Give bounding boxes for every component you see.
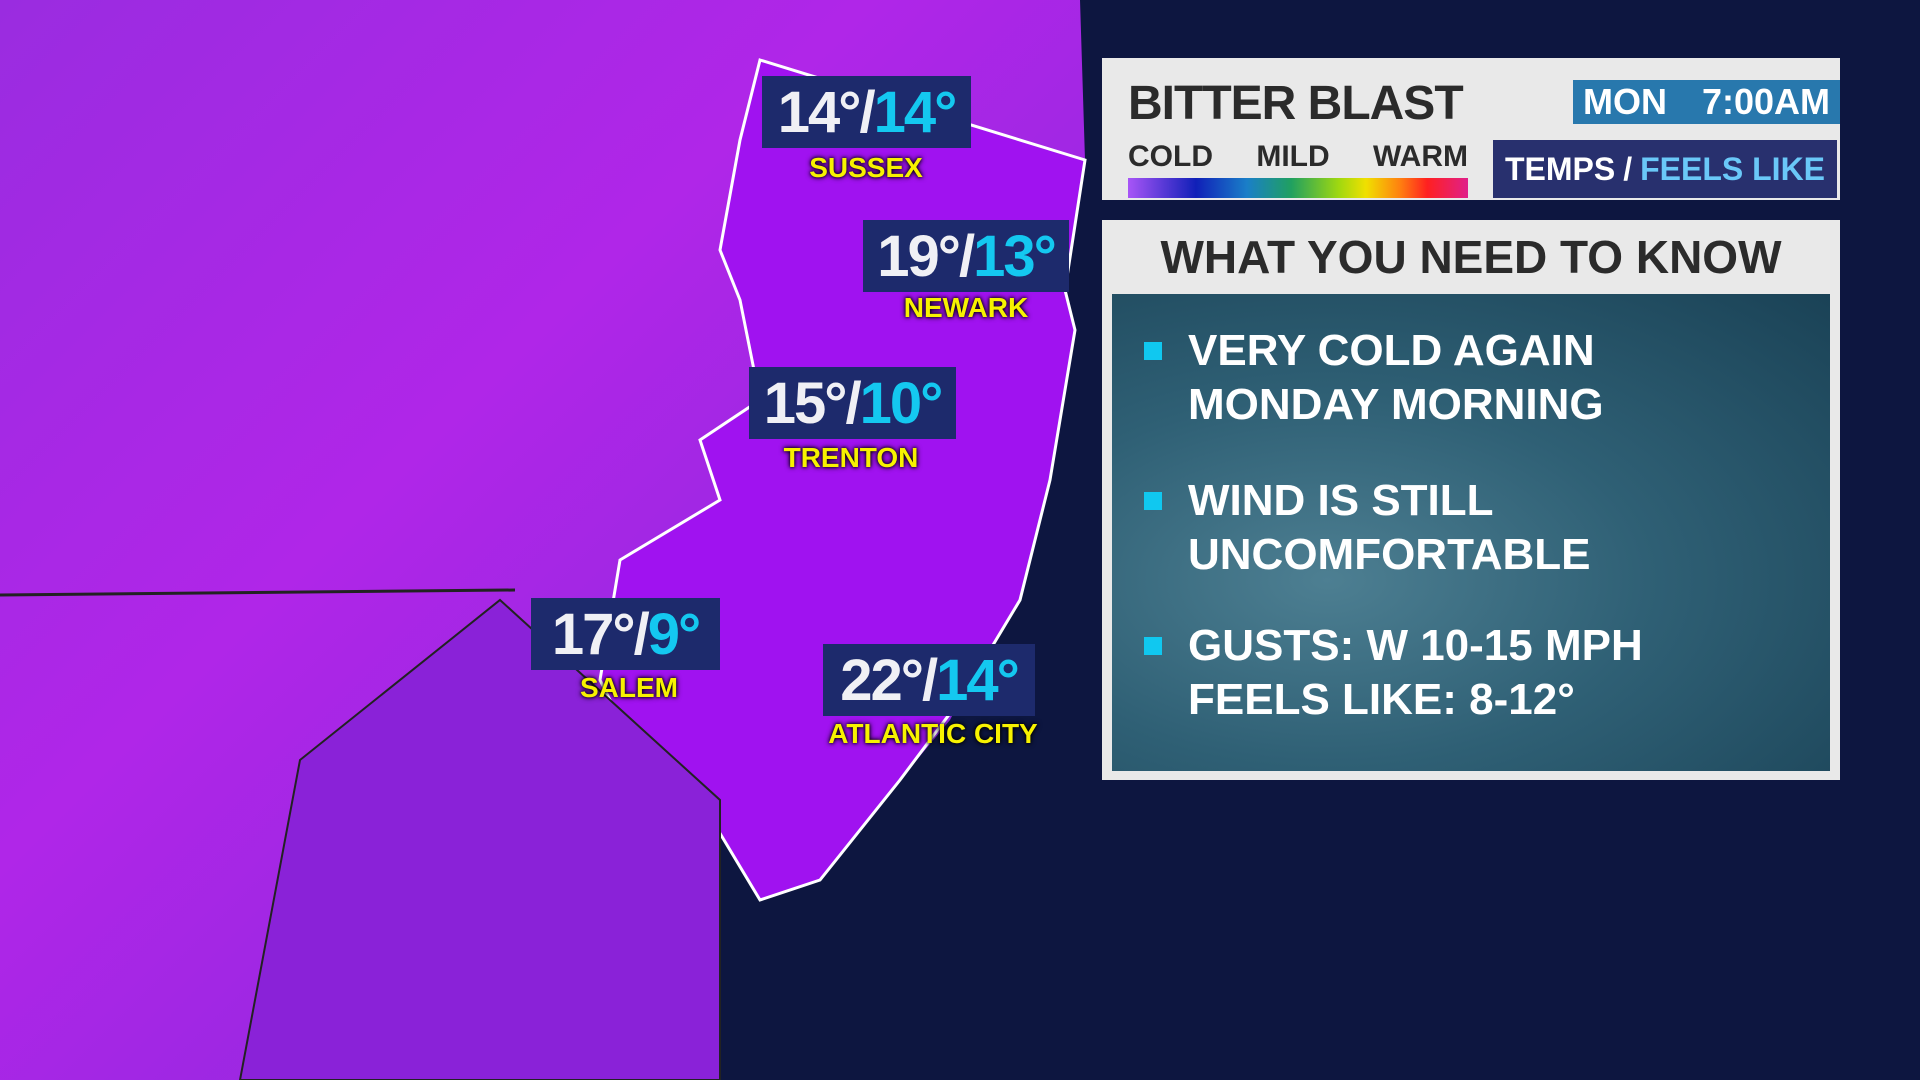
city-label: SUSSEX — [809, 152, 923, 183]
bullet-line: GUSTS: W 10-15 MPH — [1188, 621, 1643, 670]
legend-color-bar — [1128, 178, 1468, 198]
color-legend: COLD MILD WARM — [1128, 140, 1468, 198]
feels-like: 14° — [873, 79, 958, 145]
panel-title: WHAT YOU NEED TO KNOW — [1160, 231, 1782, 283]
bullet-line: UNCOMFORTABLE — [1188, 530, 1591, 579]
legend-cold: COLD — [1128, 140, 1213, 173]
bullet-line: MONDAY MORNING — [1188, 380, 1604, 429]
page-title: BITTER BLAST — [1128, 77, 1464, 130]
mode-badge: TEMPS / FEELS LIKE — [1493, 140, 1837, 198]
day: MON — [1583, 81, 1667, 122]
bullet-item: WIND IS STILL UNCOMFORTABLE — [1144, 474, 1591, 582]
state-border — [0, 588, 516, 597]
city-label: SALEM — [580, 672, 678, 703]
bullet-line: WIND IS STILL — [1188, 476, 1494, 525]
temp-box: 14°/14° — [762, 76, 971, 148]
temp-box: 17°/9° — [531, 598, 720, 670]
header-panel: BITTER BLAST MON 7:00AM COLD MILD WARM TEMP… — [1102, 58, 1840, 200]
bullet-item: GUSTS: W 10-15 MPH FEELS LIKE: 8-12° — [1144, 619, 1643, 727]
what-you-need-to-know-panel: WHAT YOU NEED TO KNOW VERY COLD AGAIN MON… — [1102, 220, 1840, 780]
legend-mild: MILD — [1256, 140, 1330, 173]
feels-like: 13° — [973, 223, 1057, 289]
bullet-line: FEELS LIKE: 8-12° — [1188, 675, 1575, 724]
city-label: TRENTON — [783, 442, 919, 473]
temp: 22° — [840, 647, 924, 713]
legend-warm: WARM — [1373, 140, 1468, 173]
temp: 15° — [763, 370, 848, 436]
temp-box: 22°/14° — [823, 644, 1035, 716]
city-label: NEWARK — [903, 292, 1029, 323]
temp: 19° — [877, 223, 961, 289]
feels-like: 10° — [859, 370, 944, 436]
delmarva — [238, 598, 721, 1080]
bullet-square-icon — [1144, 492, 1162, 510]
temp-box: 19°/13° — [863, 220, 1069, 292]
city-label: ATLANTIC CITY — [828, 718, 1038, 749]
snow-background-image: VERY COLD AGAIN MONDAY MORNING WIND IS ST… — [1112, 294, 1830, 771]
feels-like: 9° — [647, 601, 701, 667]
bullet-square-icon — [1144, 342, 1162, 360]
time: 7:00AM — [1701, 81, 1830, 122]
mode-temps: TEMPS — [1504, 150, 1616, 187]
feels-like: 14° — [936, 647, 1020, 713]
bullet-square-icon — [1144, 637, 1162, 655]
temp-box: 15°/10° — [749, 367, 956, 439]
temp: 17° — [551, 601, 636, 667]
mode-sep: / — [1623, 150, 1633, 187]
time-badge: MON 7:00AM — [1573, 80, 1840, 124]
mode-feels: FEELS LIKE — [1640, 150, 1826, 187]
bullet-line: VERY COLD AGAIN — [1188, 326, 1595, 375]
bullet-item: VERY COLD AGAIN MONDAY MORNING — [1144, 324, 1604, 432]
temp: 14° — [777, 79, 862, 145]
